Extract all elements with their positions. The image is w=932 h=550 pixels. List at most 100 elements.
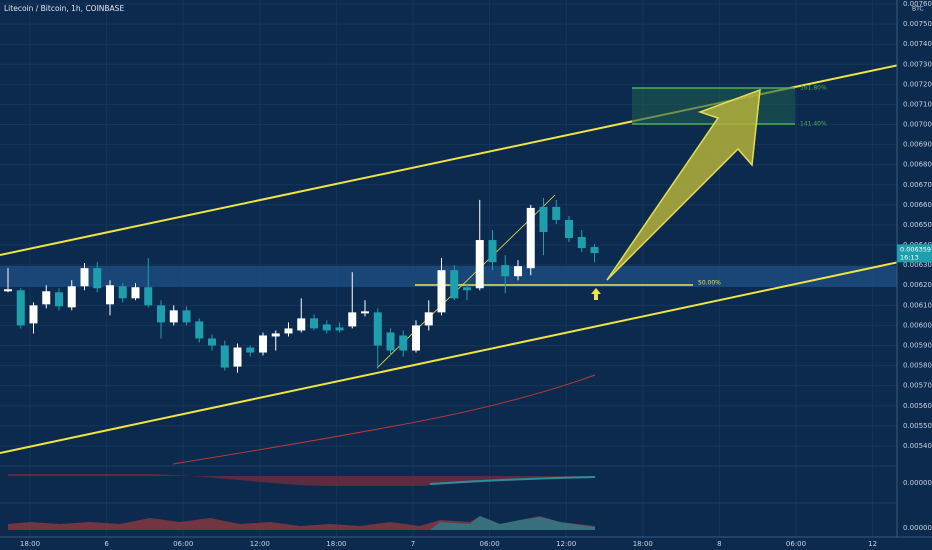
candle-body [157,305,165,323]
candle-body [437,270,446,313]
candle-body [80,268,89,287]
channel-lower [0,254,932,454]
zone-band [0,266,897,287]
candle-body [220,345,229,368]
candle-body [501,265,510,277]
candle-body [144,287,153,306]
x-tick-label: 12:00 [556,540,576,548]
candle-body [93,268,102,289]
currency: BTC [912,6,924,13]
x-tick-label: 8 [717,540,721,548]
candle-body [463,287,471,291]
candle-body [208,338,216,346]
volume [430,516,595,530]
candle-body [475,240,484,289]
fib-zone [632,88,795,124]
candle-body [16,290,25,326]
fib-label: 141.40% [800,121,827,128]
candle-body [29,305,38,324]
candle-body [399,335,408,351]
moving-average [172,374,596,465]
price-axis [897,0,932,550]
candle-body [297,318,306,331]
candle-body [233,347,242,367]
candle-body [182,310,191,323]
projection-arrow [606,88,761,281]
x-tick-label: 06:00 [173,540,193,548]
candle-body [590,247,599,254]
x-tick-label: 06:00 [480,540,500,548]
x-tick-label: 18:00 [20,540,40,548]
candle-body [577,237,586,249]
candle-body [246,347,255,353]
candle-body [386,332,395,351]
candle-body [539,206,548,233]
candle-body [284,328,293,334]
x-tick-label: 18:00 [633,540,653,548]
candle-body [514,266,522,277]
candle-body [106,285,114,305]
last-price: 0.006359 [900,245,931,253]
candle-body [565,219,573,239]
up-arrow [591,288,601,300]
candle-body [42,291,51,305]
chart-title: Litecoin / Bitcoin, 1h, COINBASE [4,4,124,13]
candle-body [412,325,420,351]
oscillator [429,476,596,485]
fib-label: 161.80% [800,85,827,92]
y-tick-label: 0.007600 [903,0,932,8]
candle-body [67,286,76,308]
x-tick-label: 7 [411,540,415,548]
x-tick-label: 18:00 [326,540,346,548]
candles [4,197,599,373]
candle-body [488,240,497,263]
x-tick-label: 6 [104,540,109,548]
last-price-box [897,244,932,263]
candle-body [552,206,561,220]
candle-body [131,287,140,299]
candle-body [169,310,178,323]
candle-body [348,312,357,327]
x-tick-label: 12:00 [250,540,270,548]
candle-body [450,270,459,299]
candle-body [335,327,344,331]
candle-body [310,318,318,329]
candle-body [271,333,280,337]
countdown: 16:13 [900,253,919,261]
candle-body [526,207,535,269]
candle-body [259,335,267,353]
candle-body [55,292,63,307]
candle-body [322,324,331,331]
candle-body [118,286,127,299]
candle-body [373,312,382,346]
x-tick-label: 12 [868,540,877,548]
candle-body [361,311,369,314]
x-tick-label: 06:00 [786,540,806,548]
candle-body [424,312,433,326]
